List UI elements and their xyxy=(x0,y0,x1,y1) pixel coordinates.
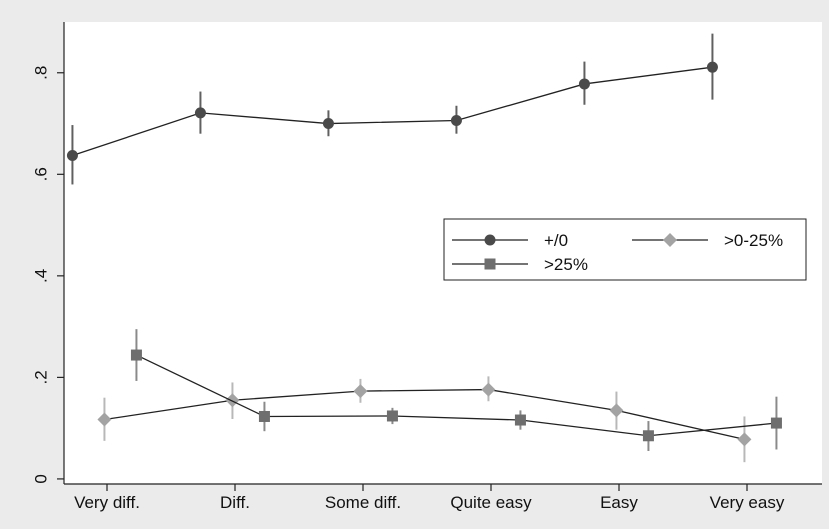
data-point xyxy=(194,107,206,119)
data-point xyxy=(706,61,718,73)
data-point xyxy=(225,393,240,408)
y-tick-label: 0 xyxy=(31,474,50,483)
legend-marker xyxy=(663,233,677,247)
y-tick-label: .2 xyxy=(31,370,50,384)
x-tick-label: Very diff. xyxy=(74,493,140,512)
x-tick-label: Some diff. xyxy=(325,493,401,512)
data-point xyxy=(386,410,398,422)
legend-marker xyxy=(484,234,496,246)
data-point xyxy=(322,118,334,130)
data-point xyxy=(481,382,496,397)
data-point xyxy=(353,384,368,399)
legend-marker xyxy=(484,258,496,270)
legend: +/0 >0-25% >25% xyxy=(443,218,807,281)
x-tick-label: Easy xyxy=(600,493,638,512)
data-point xyxy=(130,349,142,361)
data-point xyxy=(609,403,624,418)
data-point xyxy=(578,78,590,90)
series-group xyxy=(66,33,718,185)
x-tick-label: Quite easy xyxy=(450,493,532,512)
y-tick-label: .4 xyxy=(31,269,50,283)
data-point xyxy=(66,150,78,162)
series-group xyxy=(130,329,782,451)
legend-label: +/0 xyxy=(544,231,568,250)
x-axis-ticks: Very diff. Diff. Some diff. Quite easy Easy V… xyxy=(74,484,785,512)
data-point xyxy=(97,412,112,427)
y-tick-label: .8 xyxy=(31,66,50,80)
legend-label: >0-25% xyxy=(724,231,783,250)
data-point xyxy=(770,417,782,429)
data-point xyxy=(514,414,526,426)
data-point xyxy=(642,430,654,442)
series-line xyxy=(136,354,777,437)
data-point xyxy=(258,410,270,422)
y-axis-ticks: 0 .2 .4 .6 .8 xyxy=(31,66,64,484)
legend-label: >25% xyxy=(544,255,588,274)
legend-box xyxy=(443,218,807,281)
series-line xyxy=(104,388,745,440)
x-tick-label: Diff. xyxy=(220,493,250,512)
series-line xyxy=(72,66,713,157)
data-point xyxy=(450,114,462,126)
series-layer xyxy=(66,33,782,463)
y-tick-label: .6 xyxy=(31,167,50,181)
x-tick-label: Very easy xyxy=(710,493,785,512)
series-group xyxy=(97,376,752,463)
data-point xyxy=(737,432,752,447)
